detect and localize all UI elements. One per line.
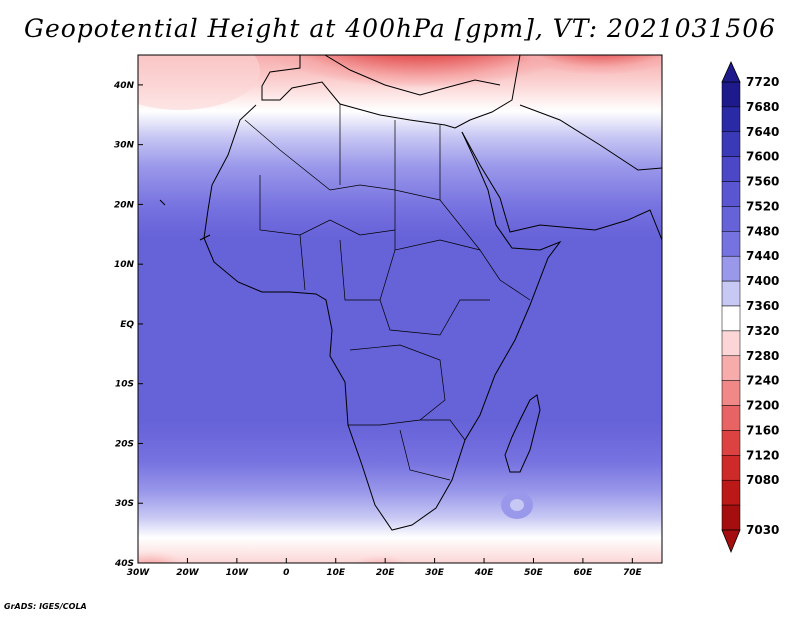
colorbar-segment — [721, 305, 741, 332]
x-tick-label: 70E — [623, 568, 643, 578]
colorbar-label: 7680 — [746, 100, 779, 114]
colorbar-label: 7160 — [746, 423, 779, 437]
plot-frame — [137, 54, 663, 564]
x-tick-label: 20W — [176, 568, 200, 578]
colorbar-segment — [721, 81, 741, 108]
y-tick-label: 30N — [114, 141, 135, 151]
colorbar-segment — [721, 206, 741, 232]
coastlines — [159, 55, 662, 531]
colorbar-segment — [721, 280, 741, 307]
colorbar-label: 7600 — [746, 150, 779, 164]
colorbar-segment — [721, 181, 741, 207]
colorbar: 7720 7680 7640 7600 7560 7520 7480 7440 7400 7360… — [721, 61, 779, 554]
country-borders — [244, 104, 531, 481]
colorbar-segment — [721, 330, 741, 357]
colorbar-segment — [721, 131, 741, 157]
colorbar-segment — [721, 479, 741, 506]
colorbar-segment — [721, 355, 741, 381]
x-tick-label: 10W — [226, 568, 250, 578]
colorbar-segment — [721, 504, 741, 531]
colorbar-label: 7030 — [746, 523, 779, 537]
colorbar-top-arrow — [721, 61, 741, 83]
colorbar-label: 7280 — [746, 349, 779, 363]
x-tick-label: 0 — [283, 568, 289, 578]
x-axis-ticks: 30W 20W 10W 0 10E 20E 30E 40E 50E 60E 70E — [127, 558, 643, 578]
colorbar-label: 7520 — [746, 199, 779, 213]
colorbar-segment — [721, 156, 741, 182]
y-tick-label: 10S — [115, 380, 134, 390]
colorbar-label: 7240 — [746, 374, 779, 388]
x-tick-label: 50E — [524, 568, 544, 578]
y-tick-label: 30S — [115, 499, 134, 509]
x-tick-label: 20E — [376, 568, 396, 578]
map-title: Geopotential Height at 400hPa [gpm], VT:… — [23, 14, 777, 43]
y-tick-label: 40N — [113, 81, 135, 91]
colorbar-segment — [721, 106, 741, 133]
y-tick-label: 20N — [114, 200, 135, 210]
colorbar-segment — [721, 455, 741, 481]
colorbar-segment — [721, 405, 741, 431]
y-tick-label: EQ — [120, 320, 134, 330]
y-tick-label: 20S — [115, 439, 134, 449]
y-tick-label: 40S — [114, 559, 134, 569]
colorbar-label: 7080 — [746, 473, 779, 487]
colorbar-label: 7480 — [746, 224, 779, 238]
colorbar-label: 7640 — [746, 125, 779, 139]
height-field — [138, 55, 662, 563]
colorbar-label: 7720 — [746, 75, 779, 89]
x-tick-label: 40E — [474, 568, 495, 578]
x-tick-label: 30E — [425, 568, 445, 578]
colorbar-label: 7200 — [746, 399, 779, 413]
colorbar-segment — [721, 255, 741, 282]
colorbar-segment — [721, 380, 741, 406]
colorbar-label: 7560 — [746, 175, 779, 189]
x-tick-label: 10E — [326, 568, 346, 578]
colorbar-bottom-arrow — [721, 529, 741, 554]
colorbar-label: 7400 — [746, 274, 779, 288]
colorbar-label: 7440 — [746, 249, 779, 263]
y-axis-ticks: 40N 30N 20N 10N EQ 10S 20S 30S 40S — [113, 81, 143, 569]
colorbar-segment — [721, 231, 741, 257]
colorbar-label: 7360 — [746, 299, 779, 313]
x-tick-label: 30W — [127, 568, 151, 578]
y-tick-label: 10N — [114, 260, 135, 270]
colorbar-label: 7320 — [746, 324, 779, 338]
colorbar-label: 7120 — [746, 448, 779, 462]
grads-credit: GrADS: IGES/COLA — [4, 602, 87, 611]
colorbar-segment — [721, 430, 741, 456]
x-tick-label: 60E — [574, 568, 594, 578]
